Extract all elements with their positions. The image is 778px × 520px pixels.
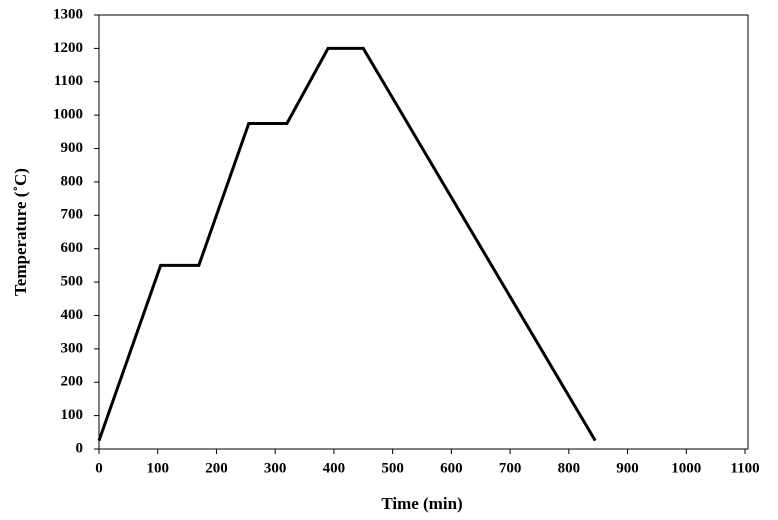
y-tick-label: 700 <box>61 207 84 223</box>
x-tick-label: 600 <box>440 460 463 476</box>
x-tick-label: 400 <box>323 460 346 476</box>
x-tick-label: 1000 <box>671 460 701 476</box>
y-tick-label: 600 <box>61 240 84 256</box>
y-tick-label: 100 <box>61 407 84 423</box>
y-axis-title: Temperature (˚C) <box>11 168 30 296</box>
y-tick-label: 1300 <box>53 6 83 22</box>
y-tick-label: 300 <box>61 340 84 356</box>
x-axis-title: Time (min) <box>381 494 462 513</box>
x-tick-label: 900 <box>616 460 639 476</box>
x-tick-label: 300 <box>264 460 287 476</box>
y-tick-label: 400 <box>61 307 84 323</box>
x-tick-label: 1100 <box>730 460 759 476</box>
y-tick-label: 0 <box>76 440 84 456</box>
x-tick-label: 0 <box>95 460 103 476</box>
plot-frame <box>98 14 749 450</box>
y-tick-label: 1200 <box>53 40 83 56</box>
y-tick-label: 1000 <box>53 107 83 123</box>
x-tick-label: 200 <box>205 460 228 476</box>
y-tick-label: 200 <box>61 374 84 390</box>
y-tick-label: 800 <box>61 173 84 189</box>
x-tick-label: 500 <box>381 460 404 476</box>
x-tick-label: 700 <box>499 460 522 476</box>
y-tick-label: 1100 <box>54 73 83 89</box>
series-line <box>97 46 597 442</box>
x-tick-label: 100 <box>146 460 169 476</box>
x-tick-label: 800 <box>558 460 581 476</box>
y-tick-label: 500 <box>61 274 84 290</box>
y-tick-label: 900 <box>61 140 84 156</box>
